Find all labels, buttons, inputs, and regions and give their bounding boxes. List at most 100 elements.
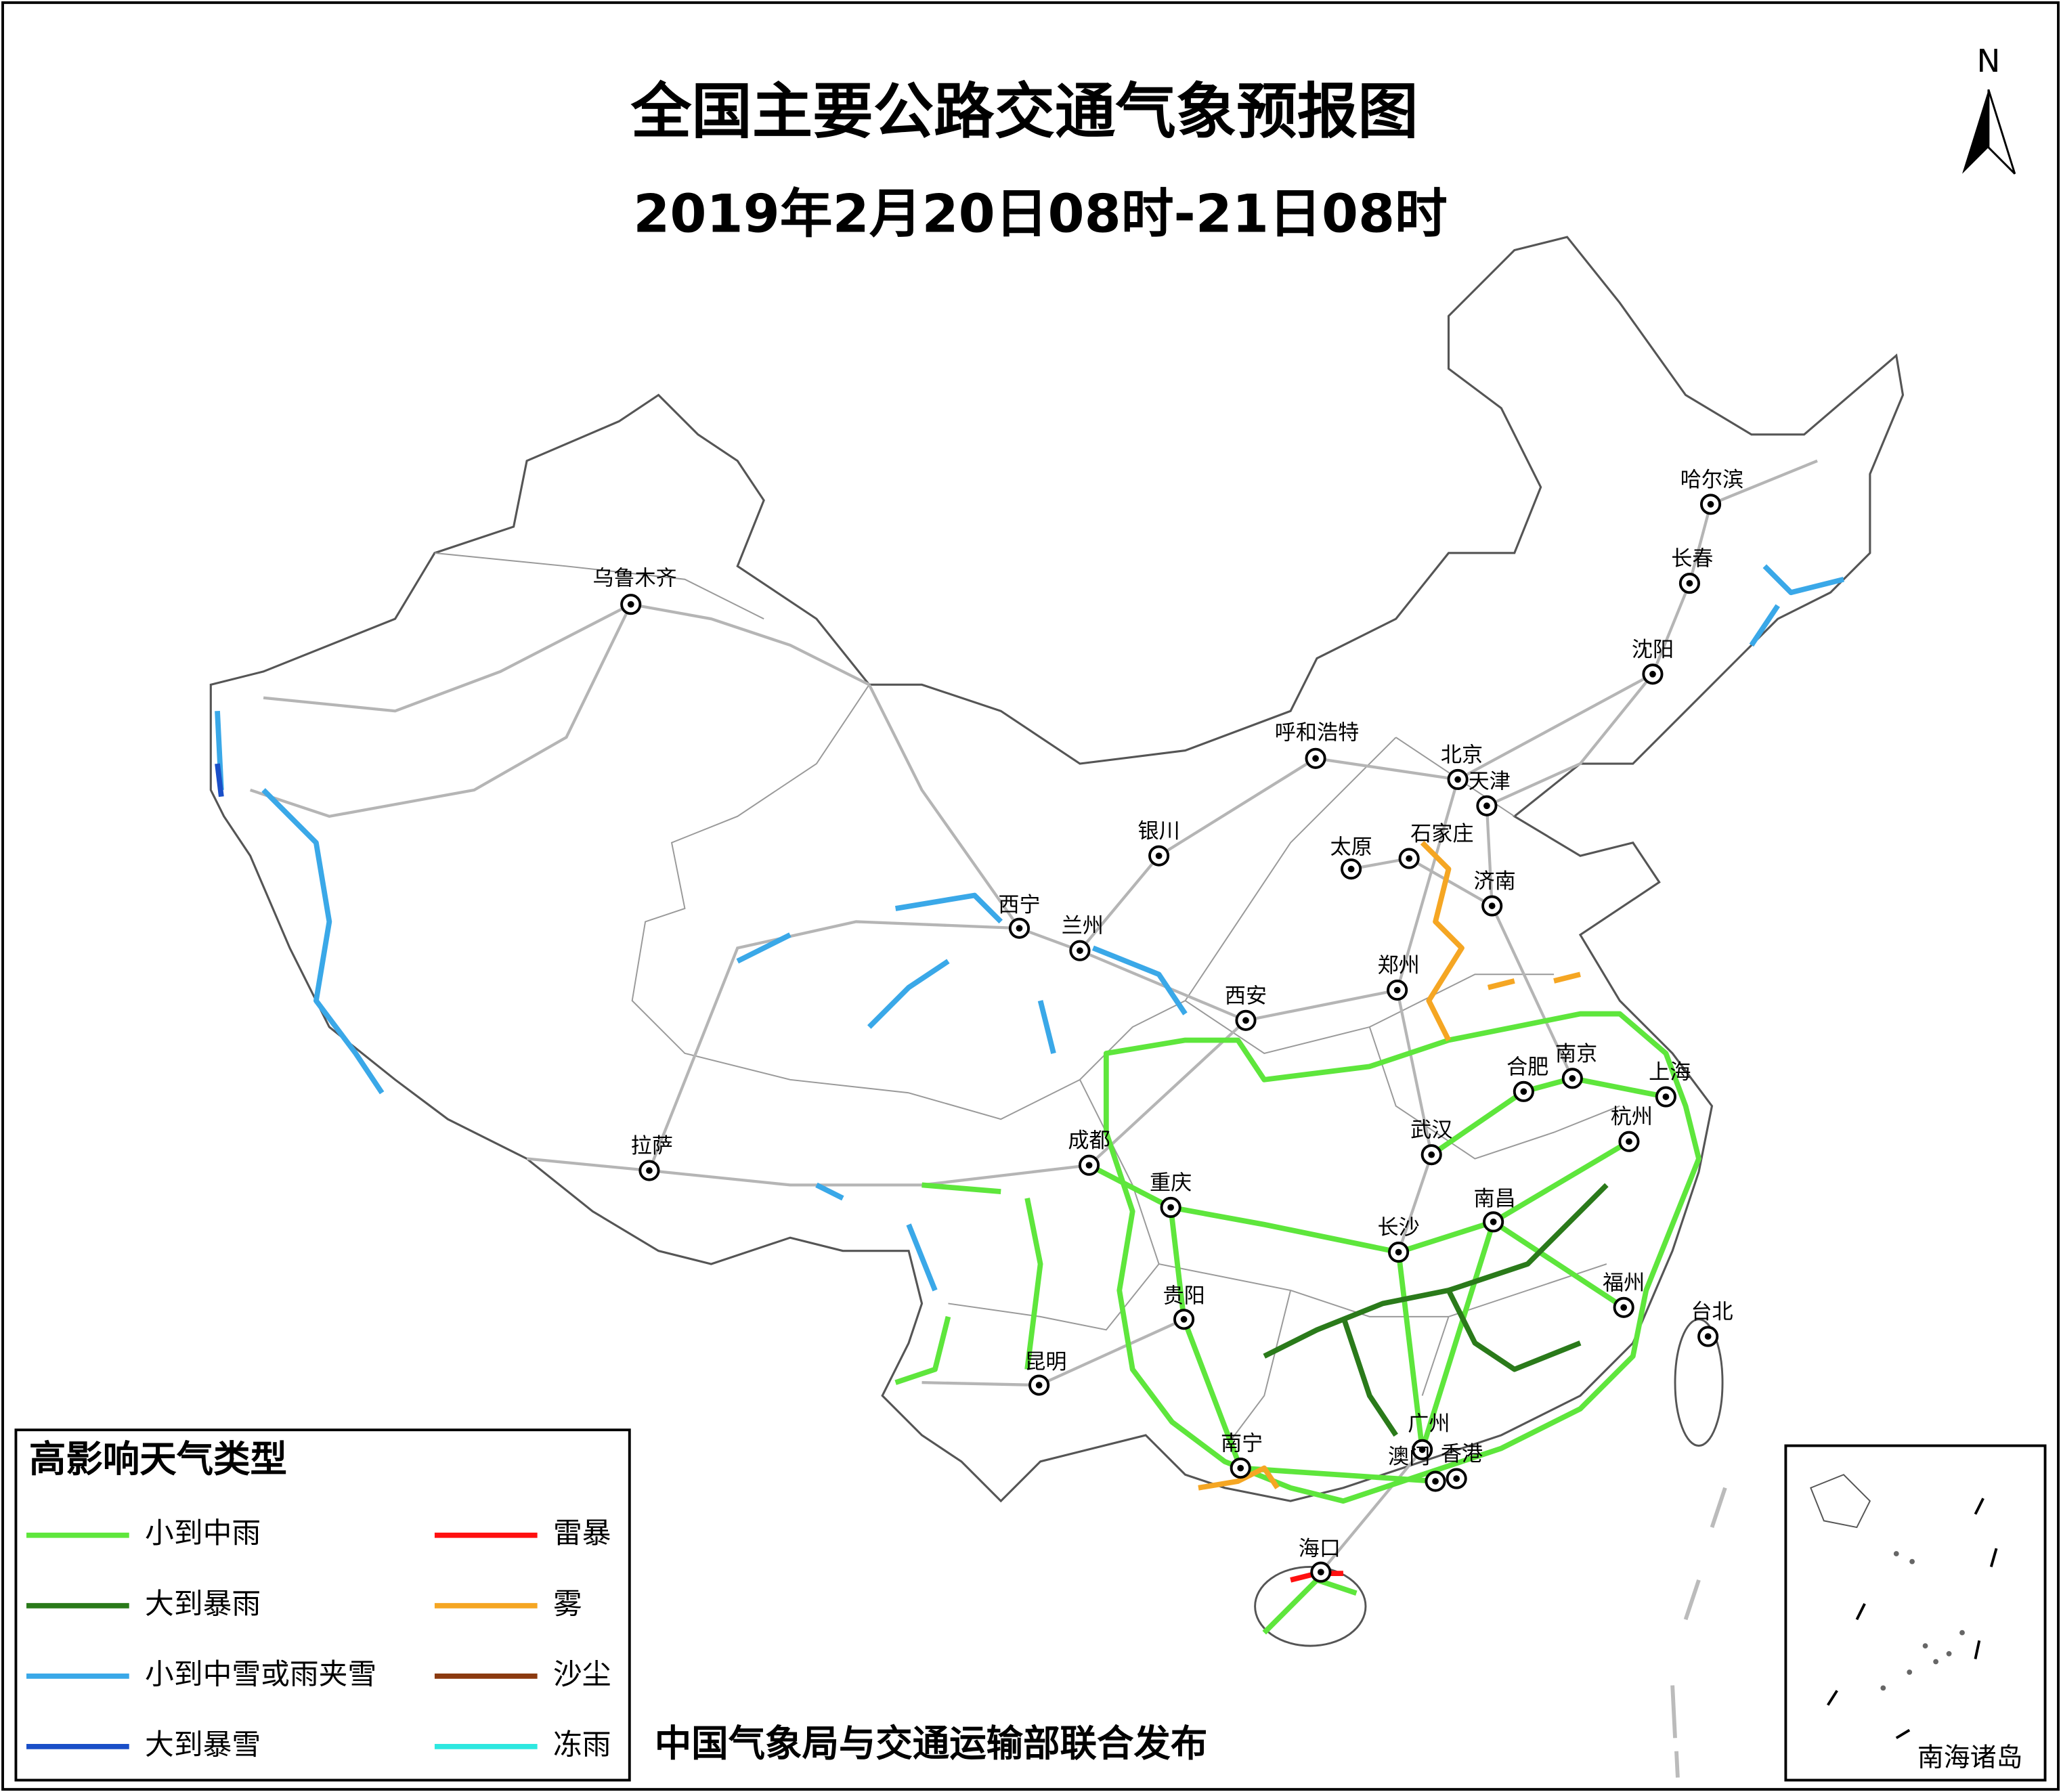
legend-label: 冻雨 <box>553 1728 611 1762</box>
legend-label: 小到中雨 <box>145 1516 261 1550</box>
city-dot <box>1317 1569 1324 1576</box>
publisher: 中国气象局与交通运输部联合发布 <box>655 1722 1208 1765</box>
city-label: 呼和浩特 <box>1275 720 1359 745</box>
weather-road <box>1198 840 1581 1491</box>
city-dot <box>1085 1162 1093 1169</box>
city-label: 上海 <box>1649 1060 1691 1085</box>
city-label: 拉萨 <box>631 1134 673 1158</box>
legend-label: 雾 <box>553 1587 582 1621</box>
city-dot <box>627 600 634 608</box>
city-label: 成都 <box>1068 1129 1110 1153</box>
city-label: 杭州 <box>1611 1105 1653 1129</box>
sea-boundary <box>1670 1487 1727 1778</box>
city-label: 长沙 <box>1377 1216 1419 1240</box>
city-dot <box>1569 1075 1576 1082</box>
north-label: N <box>1976 43 2000 80</box>
legend-label: 大到暴雨 <box>145 1587 261 1621</box>
north-arrow-right <box>1987 89 2016 175</box>
city-label: 哈尔滨 <box>1680 468 1743 492</box>
city-label: 天津 <box>1469 769 1511 793</box>
city-dot <box>1620 1304 1628 1311</box>
city-dot <box>1662 1093 1670 1100</box>
city-label: 南昌 <box>1473 1187 1515 1211</box>
city-label: 郑州 <box>1377 954 1419 978</box>
inset-islands <box>1880 1551 1965 1691</box>
city-dot <box>1418 1446 1426 1454</box>
hainan-outline <box>1254 1565 1367 1647</box>
city-dot <box>1520 1088 1527 1095</box>
city-label: 贵阳 <box>1163 1284 1205 1309</box>
city-dot <box>1237 1464 1244 1472</box>
city-dot <box>1312 755 1319 762</box>
city-label: 济南 <box>1473 869 1515 894</box>
city-dot <box>1016 925 1023 932</box>
city-dot <box>1428 1151 1435 1158</box>
city-label: 北京 <box>1441 743 1483 767</box>
province-borders <box>434 552 1620 1449</box>
city-dot <box>1626 1138 1632 1145</box>
city-dot <box>1242 1017 1249 1024</box>
city-dot <box>1704 1333 1712 1340</box>
city-dot <box>1490 1218 1497 1225</box>
city-dot <box>1035 1382 1043 1389</box>
city-dot <box>1686 580 1693 587</box>
city-label: 南京 <box>1555 1042 1597 1066</box>
inset-coast <box>1810 1474 1871 1529</box>
city-label: 银川 <box>1138 819 1180 844</box>
city-dot <box>1454 776 1461 783</box>
city-label: 武汉 <box>1410 1118 1452 1143</box>
legend-label: 大到暴雪 <box>145 1728 261 1762</box>
city-dot <box>1180 1315 1188 1323</box>
city-label: 西宁 <box>998 893 1040 917</box>
legend-title: 高影响天气类型 <box>29 1437 287 1481</box>
south-sea-inset: 南海诸岛 <box>1784 1444 2047 1782</box>
city-dot <box>1155 852 1163 860</box>
city-dot <box>1488 902 1496 909</box>
city-label: 乌鲁木齐 <box>592 567 676 591</box>
city-label: 长春 <box>1671 547 1713 571</box>
city-label: 台北 <box>1691 1300 1733 1324</box>
city-dot <box>1453 1475 1460 1482</box>
city-dot <box>1347 865 1355 873</box>
inset-dashes <box>1826 1498 1998 1739</box>
inset-box <box>1784 1444 2047 1782</box>
taiwan-outline <box>1674 1318 1724 1447</box>
map-subtitle: 2019年2月20日08时-21日08时 <box>633 183 1448 244</box>
city-label: 兰州 <box>1062 914 1104 938</box>
legend-label: 小到中雪或雨夹雪 <box>145 1657 376 1691</box>
map-title: 全国主要公路交通气象预报图 <box>630 77 1418 148</box>
city-label: 重庆 <box>1150 1171 1192 1195</box>
city-label: 昆明 <box>1024 1350 1066 1374</box>
legend-label: 雷暴 <box>553 1516 611 1550</box>
city-dot <box>1167 1204 1174 1211</box>
city-dot <box>1649 670 1656 678</box>
city-dot <box>1393 986 1401 994</box>
city-label: 香港 <box>1441 1442 1483 1466</box>
city-dot <box>1395 1248 1402 1256</box>
city-dot <box>1432 1478 1439 1485</box>
inset-label: 南海诸岛 <box>1917 1743 2023 1773</box>
city-label: 澳门 <box>1388 1445 1430 1469</box>
city-dot <box>1077 947 1083 955</box>
city-label: 广州 <box>1408 1412 1450 1436</box>
city-label: 太原 <box>1330 835 1372 860</box>
weather-road <box>215 564 1844 1292</box>
city-dot <box>1483 802 1490 810</box>
city-dot <box>646 1167 653 1174</box>
city-dot <box>1406 855 1413 862</box>
city-label: 南宁 <box>1221 1432 1263 1456</box>
city-label: 沈阳 <box>1632 638 1674 662</box>
weather-road <box>1103 1011 1701 1504</box>
city-label: 福州 <box>1603 1271 1645 1295</box>
city-label: 西安 <box>1225 984 1267 1008</box>
city-dot <box>1707 501 1714 508</box>
weather-road <box>1263 1183 1609 1437</box>
city-label: 海口 <box>1299 1537 1341 1561</box>
city-label: 石家庄 <box>1410 822 1473 846</box>
city-label: 合肥 <box>1506 1055 1548 1079</box>
base-map <box>209 236 1905 1647</box>
